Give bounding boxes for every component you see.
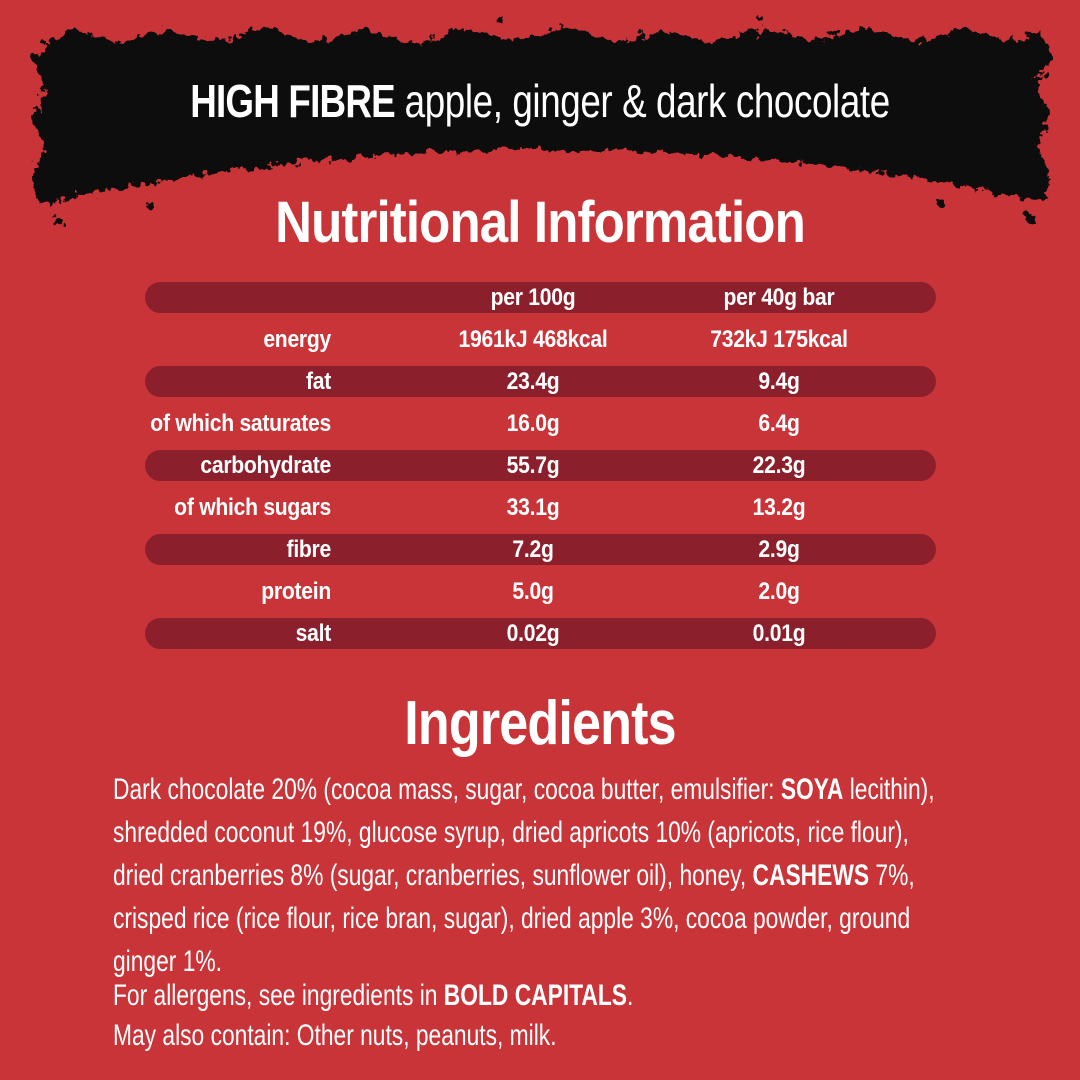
row-value-per40g: 2.9g <box>758 536 800 563</box>
row-label: fibre <box>286 536 332 563</box>
ingredient-line: dried cranberries 8% (sugar, cranberries… <box>113 854 915 897</box>
ingredient-text: crisped rice (rice flour, rice bran, sug… <box>113 902 911 935</box>
brush-banner <box>30 15 1052 227</box>
allergen-bold-capitals: BOLD CAPITALS <box>443 979 628 1012</box>
nutrition-title: Nutritional Information <box>275 190 806 255</box>
row-label: protein <box>261 578 331 605</box>
row-label: salt <box>295 620 332 647</box>
row-value-per100g: 0.02g <box>506 620 560 647</box>
table-row-carbohydrate: carbohydrate 55.7g 22.3g <box>145 445 936 487</box>
banner-tagline: HIGH FIBRE apple, ginger & dark chocolat… <box>108 74 972 128</box>
row-value-per100g: 23.4g <box>506 368 560 395</box>
row-value-per100g: 7.2g <box>512 536 554 563</box>
table-row-fat: fat 23.4g 9.4g <box>145 361 936 403</box>
table-header-row: per 100g per 40g bar <box>145 277 936 319</box>
row-value-per40g: 9.4g <box>758 368 800 395</box>
allergen-ingredient-soya: SOYA <box>780 773 844 806</box>
row-value-per100g: 5.0g <box>512 578 554 605</box>
row-band <box>145 450 936 481</box>
row-label: fat <box>305 368 331 395</box>
brush-speck <box>1025 213 1035 223</box>
allergen-text: For allergens, see ingredients in <box>113 979 444 1012</box>
ingredient-text: 7%, <box>869 859 915 892</box>
row-value-per100g: 33.1g <box>506 494 560 521</box>
row-value-per100g: 16.0g <box>506 410 560 437</box>
header-col-per100g: per 100g <box>490 284 576 311</box>
brush-speck <box>757 15 763 21</box>
brush-speck <box>496 16 504 24</box>
row-value-per100g: 55.7g <box>506 452 560 479</box>
brush-speck <box>936 198 944 206</box>
ingredient-line: Dark chocolate 20% (cocoa mass, sugar, c… <box>113 768 935 811</box>
table-row-salt: salt 0.02g 0.01g <box>145 613 936 655</box>
brush-speck <box>53 217 63 227</box>
banner-flavor-text: apple, ginger & dark chocolate <box>394 75 891 127</box>
ingredient-line: shredded coconut 19%, glucose syrup, dri… <box>113 811 909 854</box>
brush-banner-shape <box>30 27 1052 204</box>
row-value-per40g: 13.2g <box>752 494 806 521</box>
ingredient-text: ginger 1%. <box>113 945 223 978</box>
ingredient-text: dried cranberries 8% (sugar, cranberries… <box>113 859 753 892</box>
row-value-per100g: 1961kJ 468kcal <box>458 326 608 353</box>
ingredient-text: shredded coconut 19%, glucose syrup, dri… <box>113 816 909 849</box>
row-label: of which sugars <box>174 494 331 521</box>
table-row-sugars: of which sugars 33.1g 13.2g <box>145 487 936 529</box>
row-value-per40g: 22.3g <box>752 452 806 479</box>
allergen-line: For allergens, see ingredients in BOLD C… <box>113 976 797 1016</box>
row-band <box>145 618 936 649</box>
row-value-per40g: 0.01g <box>752 620 806 647</box>
banner-highlight-text: HIGH FIBRE <box>190 75 395 127</box>
table-row-saturates: of which saturates 16.0g 6.4g <box>145 403 936 445</box>
row-band <box>145 534 936 565</box>
allergen-text: May also contain: Other nuts, peanuts, m… <box>113 1019 557 1052</box>
allergen-ingredient-cashews: CASHEWS <box>752 859 870 892</box>
table-row-energy: energy 1961kJ 468kcal 732kJ 175kcal <box>145 319 936 361</box>
table-row-fibre: fibre 7.2g 2.9g <box>145 529 936 571</box>
row-label: energy <box>263 326 331 353</box>
ingredient-text: lecithin), <box>843 773 935 806</box>
ingredients-paragraph: Dark chocolate 20% (cocoa mass, sugar, c… <box>113 768 1013 983</box>
ingredient-line: crisped rice (rice flour, rice bran, sug… <box>113 897 910 940</box>
allergen-line: May also contain: Other nuts, peanuts, m… <box>113 1016 797 1056</box>
row-label: carbohydrate <box>200 452 331 479</box>
row-value-per40g: 2.0g <box>758 578 800 605</box>
ingredients-title: Ingredients <box>404 689 676 758</box>
ingredient-text: Dark chocolate 20% (cocoa mass, sugar, c… <box>113 773 781 806</box>
row-value-per40g: 732kJ 175kcal <box>710 326 848 353</box>
row-band <box>145 366 936 397</box>
ingredient-line: ginger 1%. <box>113 940 797 983</box>
table-row-protein: protein 5.0g 2.0g <box>145 571 936 613</box>
brush-speck <box>146 201 154 209</box>
allergen-note: For allergens, see ingredients in BOLD C… <box>113 976 1013 1056</box>
header-col-per40g: per 40g bar <box>723 284 835 311</box>
nutrition-table: per 100g per 40g bar energy 1961kJ 468kc… <box>145 277 936 655</box>
row-label: of which saturates <box>150 410 331 437</box>
row-band <box>145 282 936 313</box>
allergen-text: . <box>627 979 634 1012</box>
row-value-per40g: 6.4g <box>758 410 800 437</box>
